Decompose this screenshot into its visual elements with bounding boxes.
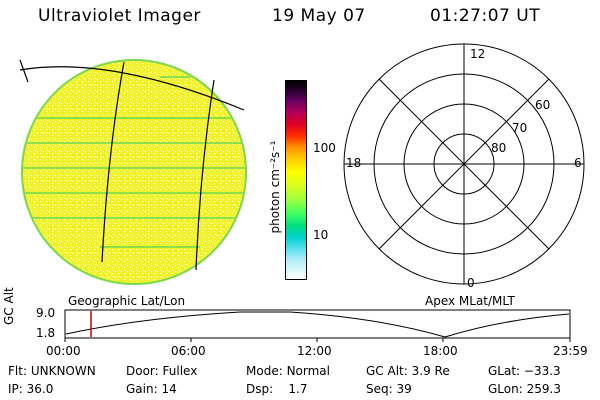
info-seq: Seq: 39 (366, 382, 412, 396)
apex-label: Apex MLat/MLT (425, 294, 515, 308)
xtick-1800: 18:00 (423, 344, 458, 358)
info-flt: Flt: UNKNOWN (8, 364, 96, 378)
info-dsp: Dsp: 1.7 (246, 382, 308, 396)
colorbar-tick-10: 10 (313, 228, 329, 242)
colorbar-label: photon cm⁻²s⁻¹ (268, 140, 282, 234)
info-ip: IP: 36.0 (8, 382, 54, 396)
xtick-0600: 06:00 (171, 344, 206, 358)
mlt-label-18: 18 (346, 156, 362, 170)
colorbar-tick-100: 100 (313, 141, 336, 155)
instrument-title: Ultraviolet Imager (38, 6, 201, 26)
altitude-tick-1-8: 1.8 (36, 326, 56, 340)
time-label: 01:27:07 UT (430, 6, 541, 26)
xtick-1200: 12:00 (297, 344, 332, 358)
altitude-axis-label: GC Alt (2, 287, 16, 325)
xtick-0000: 00:00 (46, 344, 81, 358)
date-label: 19 May 07 (272, 6, 366, 26)
lat-label-70: 70 (512, 121, 528, 135)
geographic-label: Geographic Lat/Lon (68, 294, 186, 308)
polar-mlat-mlt-plot (343, 43, 585, 285)
altitude-tick-9: 9.0 (36, 306, 56, 320)
info-glat: GLat: −33.3 (488, 364, 561, 378)
uv-disk-image (19, 59, 247, 285)
mlt-label-0: 0 (467, 276, 475, 290)
info-mode: Mode: Normal (246, 364, 330, 378)
mlt-label-12: 12 (470, 47, 486, 61)
info-gain: Gain: 14 (126, 382, 177, 396)
lat-label-80: 80 (491, 141, 507, 155)
altitude-plot (64, 309, 571, 342)
info-door: Door: Fullex (126, 364, 198, 378)
info-gc-alt: GC Alt: 3.9 Re (366, 364, 450, 378)
colorbar (285, 80, 307, 280)
info-glon: GLon: 259.3 (488, 382, 561, 396)
xtick-2359: 23:59 (553, 344, 588, 358)
mlt-label-6: 6 (574, 156, 582, 170)
lat-label-60: 60 (535, 98, 551, 112)
